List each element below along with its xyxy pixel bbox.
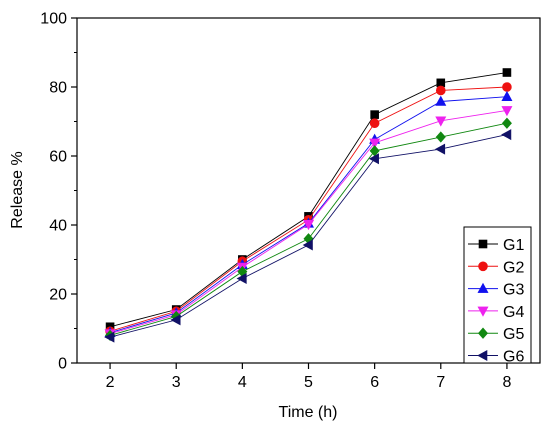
data-point-g2 bbox=[369, 118, 380, 129]
series-g2 bbox=[105, 82, 512, 337]
x-tick-label: 2 bbox=[106, 374, 115, 391]
x-tick-label: 3 bbox=[172, 374, 181, 391]
data-point-g3 bbox=[435, 95, 447, 106]
x-tick-label: 6 bbox=[370, 374, 379, 391]
legend-marker bbox=[478, 239, 488, 249]
data-point-g2 bbox=[502, 82, 512, 92]
legend-label: G2 bbox=[503, 259, 524, 276]
series-layer bbox=[104, 68, 513, 343]
data-point-g6 bbox=[368, 153, 379, 165]
legend-marker bbox=[477, 282, 489, 293]
y-tick-label: 100 bbox=[40, 11, 67, 28]
data-point-g4 bbox=[501, 106, 513, 117]
data-point-g4 bbox=[302, 220, 315, 231]
legend-marker bbox=[478, 261, 488, 272]
legend-label: G3 bbox=[503, 282, 524, 299]
legend-marker bbox=[477, 327, 489, 339]
data-point-g5 bbox=[435, 131, 446, 143]
legend-label: G6 bbox=[503, 349, 524, 366]
data-point-g6 bbox=[501, 129, 512, 141]
y-tick-label: 0 bbox=[58, 356, 67, 373]
legend-box bbox=[463, 226, 532, 364]
data-point-g6 bbox=[302, 239, 313, 251]
x-tick-label: 7 bbox=[436, 374, 445, 391]
legend-label: G4 bbox=[503, 304, 524, 321]
y-tick-label: 80 bbox=[49, 80, 67, 97]
series-line-g1 bbox=[109, 72, 507, 328]
legend-marker bbox=[477, 306, 489, 317]
data-point-g6 bbox=[236, 272, 247, 284]
y-axis: 0 20 40 60 80 100 bbox=[40, 11, 77, 373]
series-g6 bbox=[104, 129, 512, 343]
y-tick-label: 60 bbox=[49, 149, 67, 166]
legend-label: G1 bbox=[503, 237, 524, 254]
data-point-g6 bbox=[104, 331, 115, 343]
data-point-g5 bbox=[501, 117, 512, 129]
x-tick-label: 8 bbox=[502, 374, 511, 391]
data-point-g3 bbox=[501, 90, 513, 101]
x-tick-label: 4 bbox=[238, 374, 247, 391]
data-point-g4 bbox=[435, 116, 447, 127]
x-axis-title: Time (h) bbox=[279, 404, 338, 421]
data-point-g6 bbox=[170, 314, 181, 326]
x-axis: 2 3 4 5 6 7 8 bbox=[106, 363, 511, 391]
series-g1 bbox=[105, 68, 512, 332]
x-tick-label: 5 bbox=[304, 374, 313, 391]
y-tick-label: 40 bbox=[49, 218, 67, 235]
data-point-g2 bbox=[435, 85, 446, 96]
y-axis-title: Release % bbox=[9, 151, 26, 228]
series-g4 bbox=[104, 106, 513, 340]
y-tick-label: 20 bbox=[49, 287, 67, 304]
data-point-g4 bbox=[369, 138, 381, 149]
series-line-g2 bbox=[109, 86, 507, 332]
data-point-g1 bbox=[502, 68, 512, 77]
legend-marker bbox=[477, 349, 488, 362]
data-point-g6 bbox=[434, 143, 446, 155]
legend-label: G5 bbox=[503, 326, 524, 343]
data-point-g1 bbox=[370, 110, 379, 119]
legend: G1 G2 G3 G4 G5 G6 bbox=[463, 226, 532, 366]
